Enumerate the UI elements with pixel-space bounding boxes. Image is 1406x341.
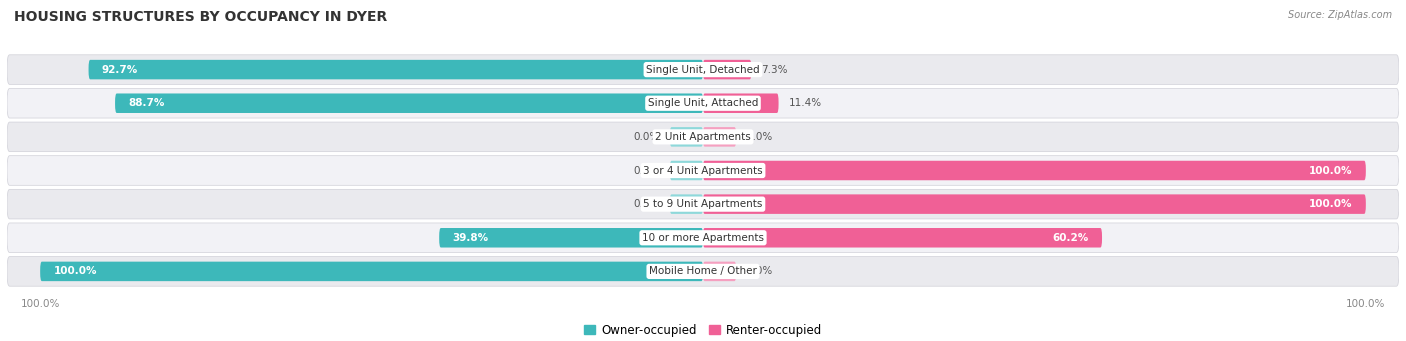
Text: 0.0%: 0.0% — [634, 132, 659, 142]
FancyBboxPatch shape — [703, 93, 779, 113]
FancyBboxPatch shape — [669, 194, 703, 214]
Text: 7.3%: 7.3% — [761, 64, 787, 75]
Text: Source: ZipAtlas.com: Source: ZipAtlas.com — [1288, 10, 1392, 20]
FancyBboxPatch shape — [7, 189, 1399, 219]
FancyBboxPatch shape — [89, 60, 703, 79]
Text: 10 or more Apartments: 10 or more Apartments — [643, 233, 763, 243]
FancyBboxPatch shape — [7, 223, 1399, 253]
Text: 0.0%: 0.0% — [634, 165, 659, 176]
Text: 60.2%: 60.2% — [1053, 233, 1088, 243]
FancyBboxPatch shape — [703, 161, 1365, 180]
Legend: Owner-occupied, Renter-occupied: Owner-occupied, Renter-occupied — [579, 319, 827, 341]
Text: Mobile Home / Other: Mobile Home / Other — [650, 266, 756, 277]
FancyBboxPatch shape — [7, 55, 1399, 85]
Text: 92.7%: 92.7% — [101, 64, 138, 75]
Text: HOUSING STRUCTURES BY OCCUPANCY IN DYER: HOUSING STRUCTURES BY OCCUPANCY IN DYER — [14, 10, 387, 24]
Text: 39.8%: 39.8% — [453, 233, 488, 243]
Text: 100.0%: 100.0% — [1309, 165, 1353, 176]
FancyBboxPatch shape — [41, 262, 703, 281]
FancyBboxPatch shape — [7, 122, 1399, 152]
Text: 0.0%: 0.0% — [747, 132, 772, 142]
FancyBboxPatch shape — [7, 256, 1399, 286]
FancyBboxPatch shape — [115, 93, 703, 113]
Text: Single Unit, Detached: Single Unit, Detached — [647, 64, 759, 75]
FancyBboxPatch shape — [703, 127, 737, 147]
Text: 3 or 4 Unit Apartments: 3 or 4 Unit Apartments — [643, 165, 763, 176]
Text: 100.0%: 100.0% — [1309, 199, 1353, 209]
Text: 0.0%: 0.0% — [634, 199, 659, 209]
FancyBboxPatch shape — [703, 60, 751, 79]
FancyBboxPatch shape — [7, 88, 1399, 118]
Text: 88.7%: 88.7% — [128, 98, 165, 108]
Text: 0.0%: 0.0% — [747, 266, 772, 277]
Text: 5 to 9 Unit Apartments: 5 to 9 Unit Apartments — [644, 199, 762, 209]
FancyBboxPatch shape — [669, 161, 703, 180]
Text: 100.0%: 100.0% — [53, 266, 97, 277]
FancyBboxPatch shape — [703, 262, 737, 281]
FancyBboxPatch shape — [439, 228, 703, 248]
FancyBboxPatch shape — [703, 194, 1365, 214]
Text: 2 Unit Apartments: 2 Unit Apartments — [655, 132, 751, 142]
FancyBboxPatch shape — [669, 127, 703, 147]
Text: 11.4%: 11.4% — [789, 98, 821, 108]
FancyBboxPatch shape — [7, 156, 1399, 185]
FancyBboxPatch shape — [703, 228, 1102, 248]
Text: Single Unit, Attached: Single Unit, Attached — [648, 98, 758, 108]
